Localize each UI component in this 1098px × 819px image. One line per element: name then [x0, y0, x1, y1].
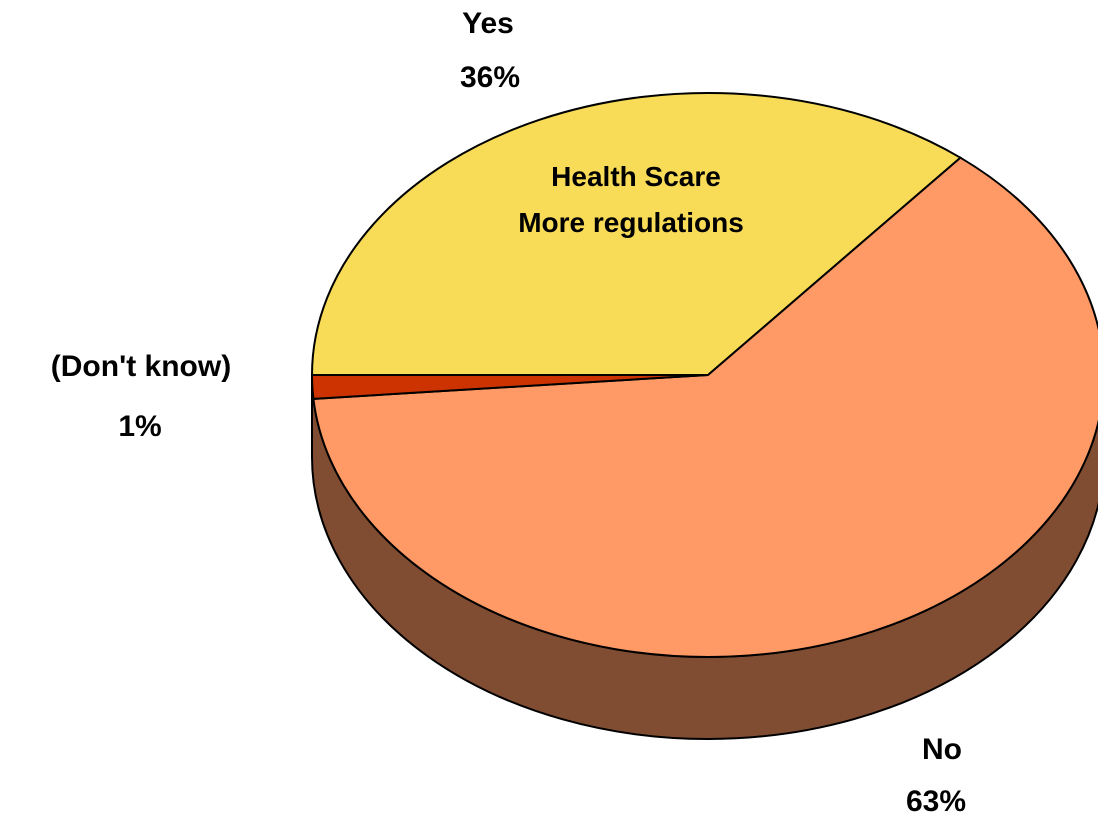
- slice-label-dont-know: (Don't know): [51, 350, 231, 383]
- pie-slice-no: [312, 156, 1098, 658]
- slice-label-no: No: [922, 733, 962, 766]
- slice-value-yes: 36%: [460, 61, 520, 94]
- annotation-line-2: More regulations: [518, 207, 744, 238]
- pie-slice-yes: [310, 92, 963, 376]
- pie-slice-dont-know: [310, 374, 709, 400]
- annotation-line-1: Health Scare: [551, 161, 721, 192]
- slice-label-yes: Yes: [462, 7, 514, 40]
- slice-value-dont-know: 1%: [118, 410, 161, 443]
- slice-value-no: 63%: [906, 785, 966, 818]
